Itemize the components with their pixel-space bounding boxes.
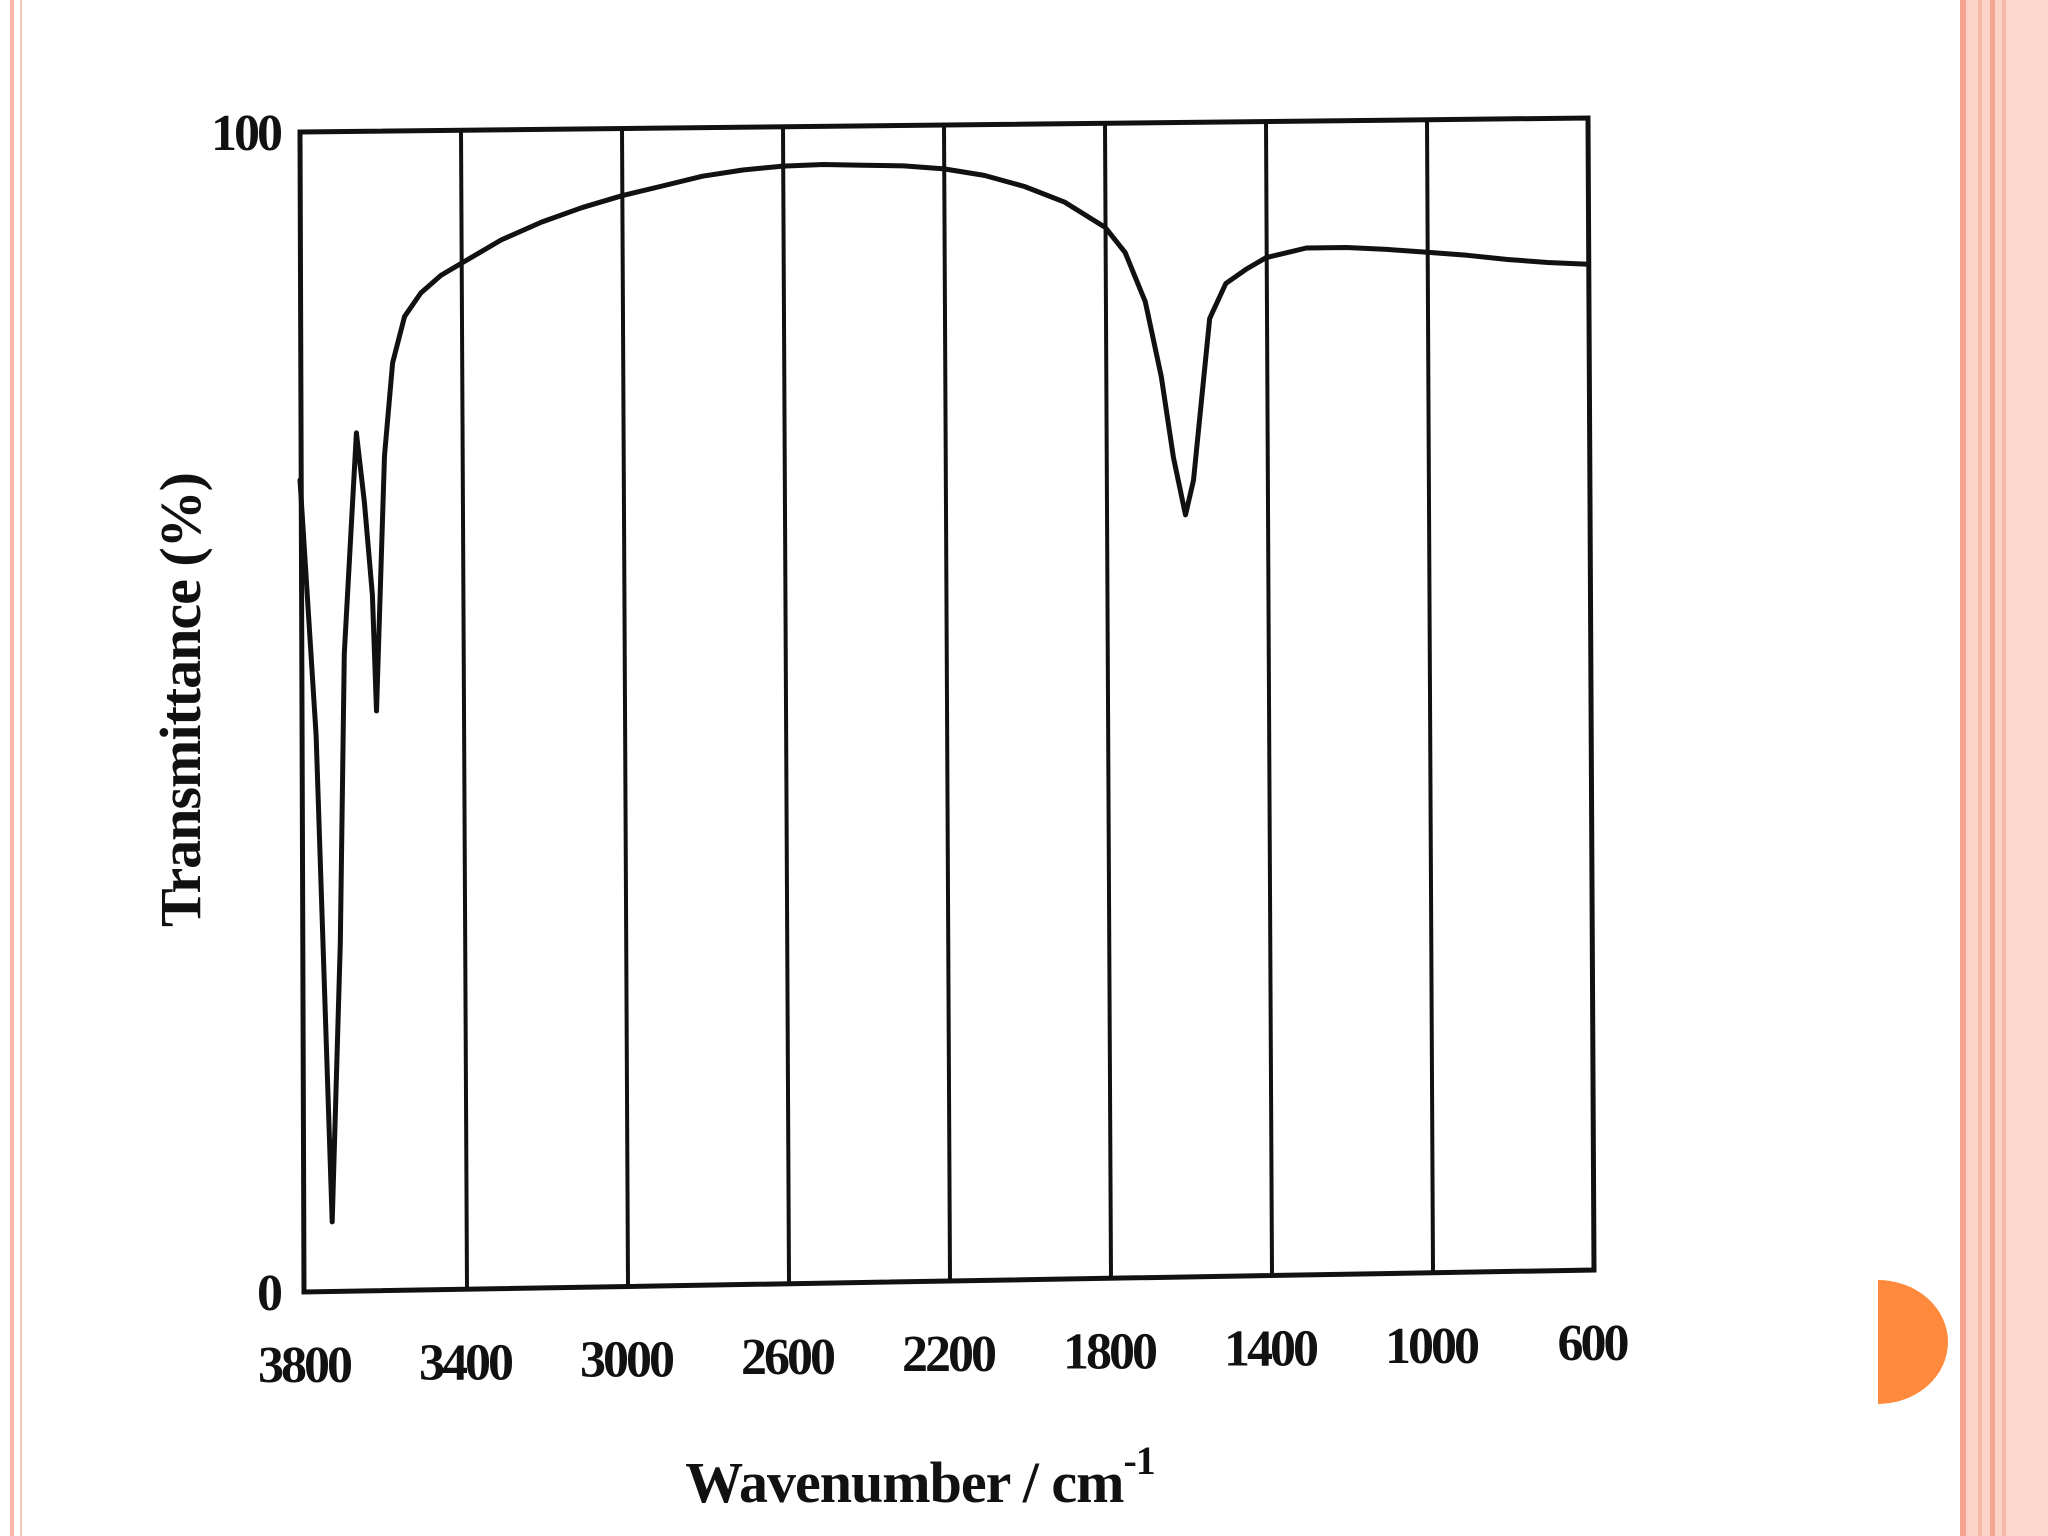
left-border-stripe-inner [20, 0, 22, 1536]
y-tick-100: 100 [211, 105, 282, 162]
x-tick-2600: 2600 [741, 1329, 835, 1386]
gridline-3000 [620, 128, 630, 1287]
gridline-2200 [942, 124, 952, 1282]
plot-frame [297, 115, 1597, 1295]
vertical-gridlines [459, 119, 1435, 1290]
right-border-fill [2006, 0, 2048, 1536]
y-tick-0: 0 [257, 1265, 282, 1322]
x-tick-3800: 3800 [258, 1337, 352, 1394]
x-tick-labels: 3800 3400 3000 2600 2200 1800 1400 1000 600 [258, 1315, 1632, 1394]
spectrum-line-0 [297, 162, 1591, 1225]
gridline-1800 [1103, 123, 1113, 1279]
gridline-3400 [459, 130, 469, 1290]
right-border-line-1 [1960, 0, 1966, 1536]
x-axis-title: Wavenumber / cm-1 [685, 1438, 1155, 1515]
series-group [297, 162, 1591, 1225]
x-axis-title-main: Wavenumber / cm [685, 1450, 1124, 1515]
right-border-line-2 [1978, 0, 1982, 1536]
left-border-stripe [10, 0, 14, 1536]
x-tick-600: 600 [1558, 1315, 1629, 1372]
right-border-line-3 [1990, 0, 1995, 1536]
x-tick-3000: 3000 [580, 1332, 674, 1389]
accent-half-circle [1878, 1280, 1948, 1404]
x-axis-title-superscript: -1 [1123, 1438, 1154, 1483]
x-tick-1000: 1000 [1385, 1318, 1479, 1375]
gridline-2600 [781, 126, 791, 1284]
right-border-line-4 [2002, 0, 2006, 1536]
y-tick-labels: 0 100 [211, 105, 285, 1322]
x-tick-1400: 1400 [1224, 1321, 1318, 1378]
gridline-1000 [1425, 119, 1435, 1273]
y-axis-title: Transmittance (%) [148, 473, 213, 927]
x-tick-2200: 2200 [902, 1326, 996, 1383]
x-tick-1800: 1800 [1063, 1323, 1157, 1380]
x-tick-3400: 3400 [419, 1334, 513, 1391]
plot-frame-border [297, 115, 1597, 1295]
gridline-1400 [1264, 121, 1274, 1276]
